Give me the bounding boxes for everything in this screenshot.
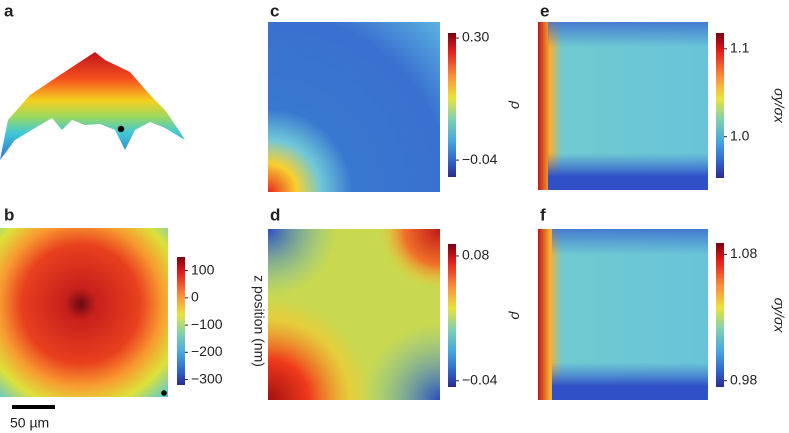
- tick-label: 1.08: [730, 245, 757, 261]
- marker: [161, 390, 167, 396]
- tick-label: −0.04: [462, 151, 498, 167]
- colorbar: [448, 244, 456, 387]
- tick-label: 100: [191, 261, 215, 277]
- tick-label: −0.04: [462, 371, 498, 387]
- panel-label: e: [540, 1, 549, 20]
- scale-bar-label: 50 µm: [10, 415, 49, 431]
- colorbar-label: σy/σx: [771, 88, 787, 124]
- tick-label: 0.30: [462, 29, 489, 45]
- panel-label: d: [270, 205, 280, 224]
- colorbar: [448, 33, 456, 177]
- colorbar-label: σy/σx: [771, 298, 787, 334]
- colorbar: [716, 243, 724, 387]
- panel-e: e: [538, 1, 708, 190]
- marker: [117, 125, 125, 133]
- heatmap-shade: [552, 229, 708, 400]
- panel-a: a: [0, 1, 196, 160]
- heatmap-shade: [548, 22, 708, 190]
- colorbar: [177, 257, 185, 385]
- heatmap: [0, 228, 168, 397]
- panel-label: a: [4, 1, 14, 20]
- tick-label: −200: [191, 343, 223, 359]
- panel-label: c: [270, 1, 279, 20]
- surface: [0, 52, 196, 160]
- panel-f: f: [538, 205, 708, 400]
- tick-label: −100: [191, 316, 223, 332]
- colorbar-label: ρ: [508, 100, 524, 109]
- panel-c: c: [268, 1, 440, 192]
- heatmap: [268, 22, 440, 192]
- tick-label: 1.0: [730, 127, 750, 143]
- tick-label: −300: [191, 370, 223, 386]
- panel-b: b 50 µm: [0, 205, 168, 431]
- heatmap-shade: [268, 229, 440, 400]
- panel-label: b: [4, 205, 14, 224]
- tick-label: 0.98: [730, 371, 757, 387]
- tick-label: 0.08: [462, 247, 489, 263]
- tick-label: 1.1: [730, 40, 750, 56]
- colorbar-label: ρ: [508, 310, 524, 319]
- panel-label: f: [540, 205, 546, 224]
- colorbar: [716, 33, 724, 178]
- panel-d: d: [268, 205, 440, 400]
- colorbar-label: z position (nm): [251, 275, 267, 367]
- tick-label: 0: [191, 289, 199, 305]
